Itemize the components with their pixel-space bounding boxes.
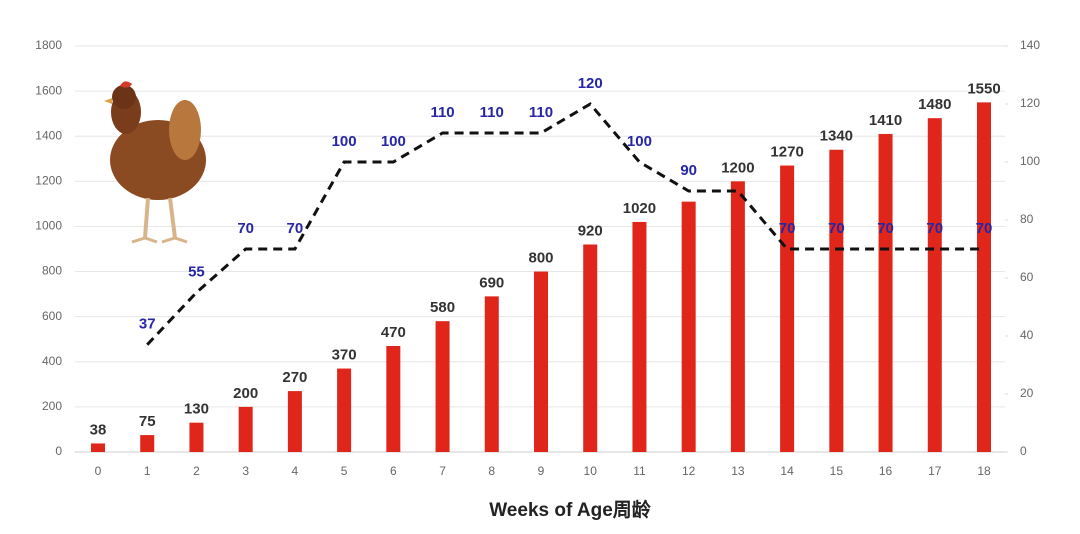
x-tick-label: 9	[538, 464, 545, 478]
x-tick-label: 3	[242, 464, 249, 478]
line-value-label: 37	[139, 316, 156, 333]
x-tick-label: 18	[977, 464, 991, 478]
bar	[583, 244, 598, 452]
bar-value-label: 200	[233, 385, 258, 402]
x-tick-label: 4	[292, 464, 299, 478]
line-value-label: 55	[188, 263, 205, 280]
bar	[829, 149, 844, 452]
y-tick-label: 1600	[35, 83, 62, 97]
x-tick-label: 15	[830, 464, 844, 478]
line-value-label: 100	[332, 133, 357, 150]
line-value-label: 70	[877, 220, 894, 237]
bar-value-label: 1270	[770, 144, 803, 161]
bar	[878, 133, 893, 452]
y-tick-label: 600	[42, 309, 62, 323]
bar-value-label: 1550	[967, 80, 1000, 97]
y2-tick-label: 100	[1020, 154, 1040, 168]
y-tick-label: 1400	[35, 128, 62, 142]
bar-value-label: 1020	[623, 200, 656, 217]
bar	[484, 296, 499, 452]
x-axis-label: Weeks of Age周龄	[489, 498, 652, 521]
bar	[435, 321, 450, 452]
x-tick-label: 16	[879, 464, 893, 478]
bar-value-label: 1340	[820, 128, 853, 145]
bar-value-label: 580	[430, 299, 455, 316]
y2-tick-label: 80	[1020, 212, 1034, 226]
line-value-label: 110	[430, 104, 454, 121]
line-value-label: 100	[381, 133, 406, 150]
bar-value-label: 1410	[869, 112, 902, 129]
bar-value-label: 1200	[721, 159, 754, 176]
bar-value-label: 130	[184, 401, 209, 418]
line-value-label: 70	[926, 220, 943, 237]
x-tick-label: 7	[439, 464, 446, 478]
bar	[681, 201, 696, 452]
bar-value-label: 920	[578, 222, 603, 239]
y2-tick-label: 40	[1020, 328, 1034, 342]
line-value-label: 70	[237, 220, 254, 237]
bar	[534, 271, 548, 452]
x-tick-label: 12	[682, 464, 696, 478]
line-value-label: 100	[627, 133, 652, 150]
x-tick-label: 2	[193, 464, 200, 478]
x-tick-label: 5	[341, 464, 348, 478]
x-tick-label: 0	[95, 464, 102, 478]
bar-value-label: 270	[282, 369, 307, 386]
bar	[927, 118, 942, 452]
y-tick-label: 1800	[35, 38, 62, 52]
line-value-label: 120	[578, 75, 603, 92]
line-value-label: 70	[779, 220, 796, 237]
x-tick-label: 6	[390, 464, 397, 478]
line-value-label: 90	[680, 162, 697, 179]
chicken-illustration	[104, 81, 206, 244]
y2-tick-label: 20	[1020, 386, 1034, 400]
bar-value-label: 800	[528, 250, 553, 267]
x-tick-label: 8	[488, 464, 495, 478]
bar	[140, 435, 155, 452]
y2-tick-label: 120	[1020, 96, 1040, 110]
bar	[189, 422, 204, 452]
x-tick-label: 14	[780, 464, 794, 478]
bar-value-label: 370	[332, 347, 357, 364]
line-value-label: 70	[976, 220, 993, 237]
y-tick-label: 1000	[35, 219, 62, 233]
bar	[632, 221, 647, 452]
line-value-label: 110	[529, 104, 553, 121]
bar	[337, 368, 352, 452]
bar-value-label: 690	[479, 274, 504, 291]
y-tick-label: 200	[42, 399, 62, 413]
x-tick-label: 1	[144, 464, 151, 478]
bar-value-label: 75	[139, 413, 156, 430]
bar	[730, 181, 745, 453]
bar	[977, 102, 991, 452]
y-tick-label: 0	[55, 444, 62, 458]
y2-tick-label: 60	[1020, 270, 1034, 284]
y2-tick-label: 0	[1020, 444, 1027, 458]
bar-value-label: 38	[90, 421, 107, 438]
bar	[287, 391, 302, 452]
x-tick-label: 17	[928, 464, 942, 478]
line-value-label: 70	[287, 220, 304, 237]
x-tick-label: 13	[731, 464, 745, 478]
line-value-label: 70	[828, 220, 845, 237]
x-tick-label: 10	[584, 464, 598, 478]
y-tick-label: 400	[42, 354, 62, 368]
line-value-label: 110	[480, 104, 504, 121]
bar-value-label: 1480	[918, 96, 951, 113]
x-tick-label: 11	[633, 464, 646, 478]
y2-tick-label: 140	[1020, 38, 1040, 52]
y-tick-label: 1200	[35, 174, 62, 188]
bar	[91, 443, 105, 452]
y-tick-label: 800	[42, 264, 62, 278]
bar-value-label: 470	[381, 324, 406, 341]
bar	[780, 165, 795, 453]
bar	[386, 345, 401, 452]
bar	[238, 406, 253, 452]
